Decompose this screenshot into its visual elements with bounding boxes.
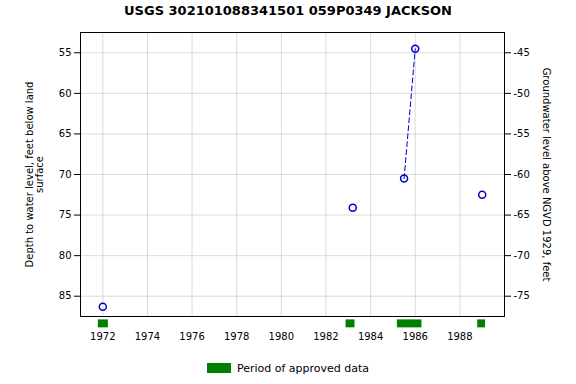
svg-text:-65: -65	[514, 209, 530, 220]
html-text:USGS 302101088341501 059P0349: USGS 302101088341501 059P0349 JACKSON	[124, 3, 452, 18]
svg-text:1976: 1976	[179, 331, 204, 342]
svg-text:1972: 1972	[90, 331, 115, 342]
svg-text:-70: -70	[514, 250, 530, 261]
svg-text:1978: 1978	[224, 331, 249, 342]
svg-text:1974: 1974	[135, 331, 160, 342]
svg-text:1984: 1984	[358, 331, 383, 342]
html-text:Period of approved data: Period of approved data	[236, 361, 370, 375]
svg-text:70: 70	[59, 169, 72, 180]
svg-text:Depth to water level, feet bel: Depth to water level, feet below landsur…	[24, 82, 45, 268]
svg-text:Groundwater level above NGVD 1: Groundwater level above NGVD 1929, feet	[541, 68, 552, 282]
svg-text:1986: 1986	[403, 331, 428, 342]
svg-text:-60: -60	[514, 169, 530, 180]
svg-text:75: 75	[59, 209, 72, 220]
svg-text:65: 65	[59, 128, 72, 139]
svg-text:-50: -50	[514, 88, 530, 99]
svg-text:-55: -55	[514, 128, 530, 139]
svg-text:-75: -75	[514, 290, 530, 301]
svg-text:60: 60	[59, 88, 72, 99]
svg-text:55: 55	[59, 47, 72, 58]
svg-text:-45: -45	[514, 47, 530, 58]
svg-text:80: 80	[59, 250, 72, 261]
svg-text:1982: 1982	[313, 331, 338, 342]
svg-text:85: 85	[59, 290, 72, 301]
svg-text:1988: 1988	[447, 331, 472, 342]
svg-text:1980: 1980	[269, 331, 294, 342]
